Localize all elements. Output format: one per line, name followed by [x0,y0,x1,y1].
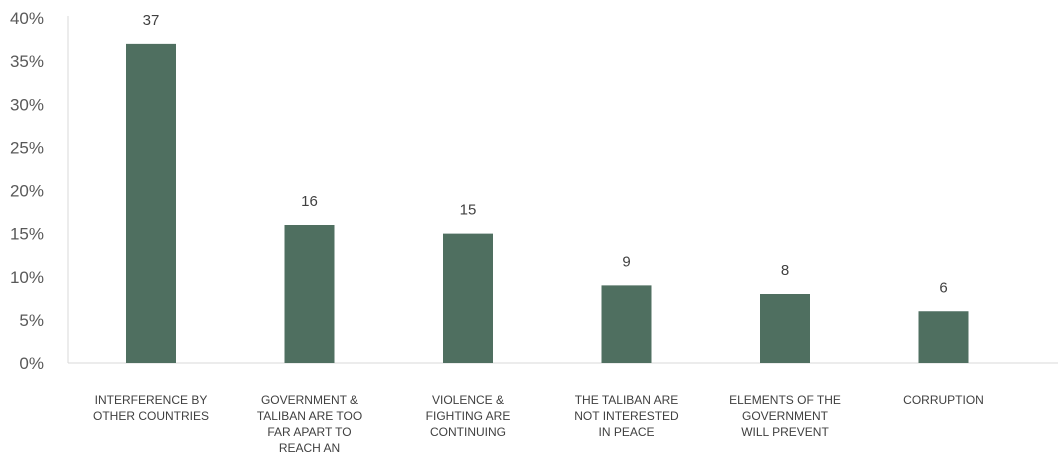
data-label: 8 [781,262,789,279]
y-tick-label: 5% [19,311,44,330]
y-tick-label: 20% [10,182,44,201]
bar [601,285,652,363]
bar [443,233,493,363]
y-tick-label: 25% [10,138,44,157]
data-label: 16 [301,193,318,210]
y-axis: 0% 5% 10% 15% 20% 25% 30% 35% 40% [10,9,1058,373]
x-tick-label: ELEMENTS OF THE GOVERNMENT WILL PREVENT [729,393,841,439]
data-label: 37 [143,12,160,29]
y-tick-label: 10% [10,268,44,287]
bar [760,294,810,363]
bar [284,225,335,363]
data-label: 9 [622,253,630,270]
data-label: 15 [460,202,477,219]
x-axis-labels: INTERFERENCE BY OTHER COUNTRIES GOVERNMENT… [93,393,984,455]
y-tick-label: 0% [19,354,44,373]
x-tick-label: CORRUPTION [903,393,984,407]
data-labels: 37 16 15 9 8 6 [143,12,948,296]
x-tick-label: INTERFERENCE BY OTHER COUNTRIES [93,393,209,423]
x-tick-label: VIOLENCE & FIGHTING ARE CONTINUING [426,393,511,439]
bar [918,311,969,363]
bars [126,43,969,363]
data-label: 6 [939,279,947,296]
y-tick-label: 30% [10,95,44,114]
y-tick-label: 40% [10,9,44,28]
x-tick-label: GOVERNMENT & TALIBAN ARE TOO FAR APART TO R… [257,393,362,455]
x-tick-label: THE TALIBAN ARE NOT INTERESTED IN PEACE [574,393,679,439]
y-tick-label: 35% [10,52,44,71]
bar [126,43,176,363]
y-tick-label: 15% [10,225,44,244]
